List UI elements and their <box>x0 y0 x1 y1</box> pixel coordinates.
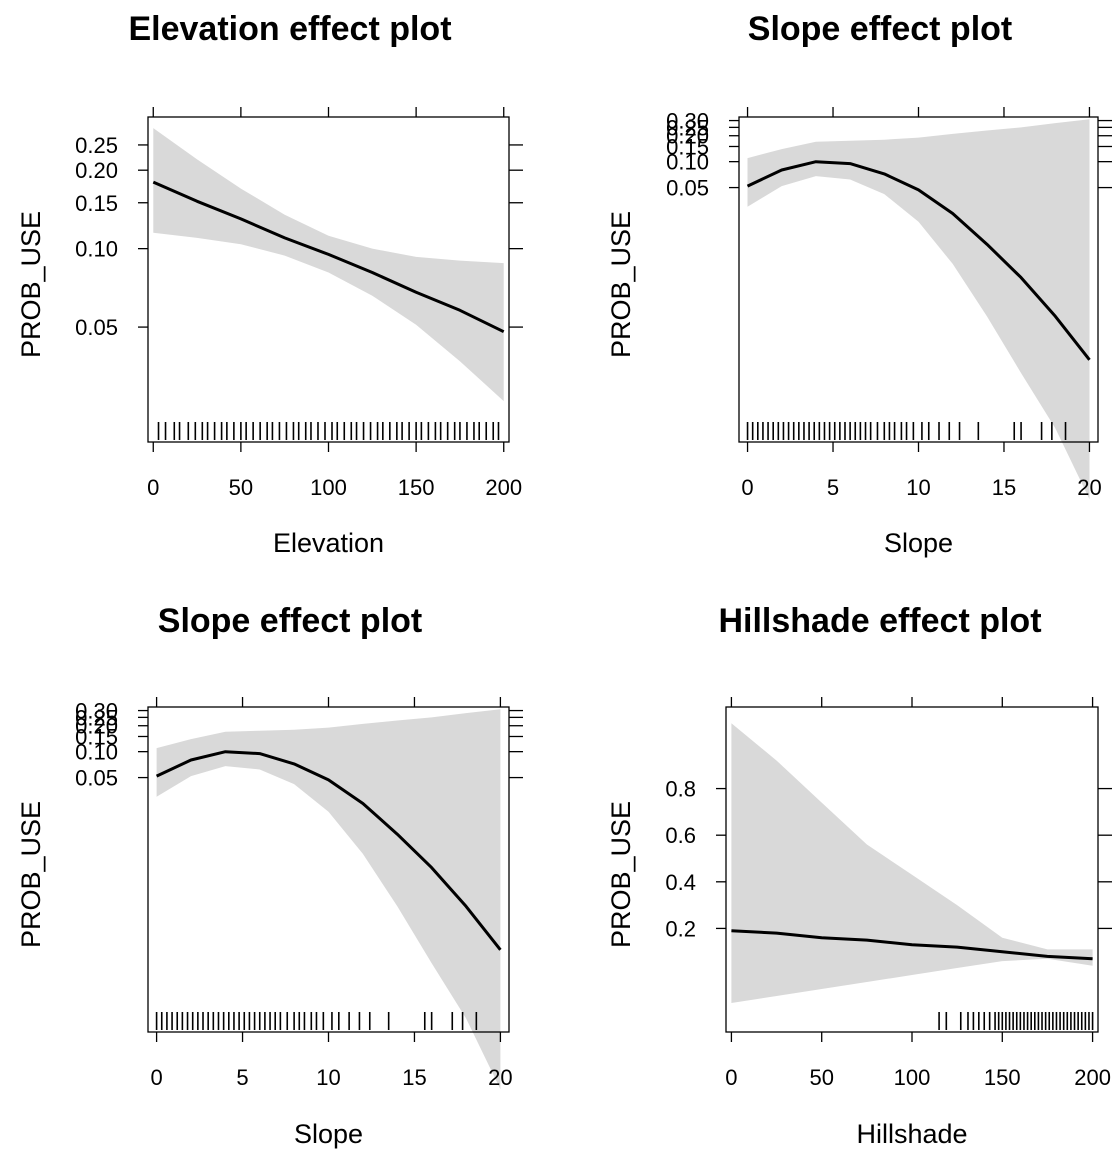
x-tick-label: 200 <box>1074 1065 1111 1090</box>
x-tick-label: 20 <box>1077 475 1101 500</box>
x-axis-label: Slope <box>884 528 953 558</box>
y-tick-label: 0.20 <box>75 158 118 183</box>
x-tick-label: 10 <box>906 475 930 500</box>
chart-title: Slope effect plot <box>748 10 1012 48</box>
y-tick-label: 0.30 <box>666 109 709 134</box>
x-tick-label: 150 <box>984 1065 1021 1090</box>
y-tick-label: 0.6 <box>665 823 696 848</box>
y-tick-label: 0.30 <box>75 699 118 724</box>
y-tick-label: 0.05 <box>75 766 118 791</box>
y-tick-label: 0.10 <box>75 237 118 262</box>
x-axis-label: Slope <box>294 1119 363 1149</box>
x-tick-label: 20 <box>488 1065 512 1090</box>
confidence-band <box>747 119 1090 500</box>
y-tick-label: 0.15 <box>666 134 709 159</box>
chart-panel-2: 0 5 10 15 20 0.050.100.150.200.250.30 Slope ef… <box>606 10 1112 558</box>
x-tick-label: 5 <box>827 475 839 500</box>
y-axis-label: PROB_USE <box>606 801 636 948</box>
x-tick-label: 5 <box>236 1065 248 1090</box>
chart-title: Hillshade effect plot <box>718 602 1041 640</box>
y-axis-label: PROB_USE <box>606 211 636 358</box>
confidence-band <box>153 128 504 402</box>
x-tick-label: 100 <box>894 1065 931 1090</box>
x-tick-label: 0 <box>150 1065 162 1090</box>
confidence-band <box>731 723 1093 1003</box>
x-tick-label: 0 <box>741 475 753 500</box>
fit-line <box>152 180 505 334</box>
chart-title: Elevation effect plot <box>128 10 451 48</box>
x-tick-label: 0 <box>147 475 159 500</box>
y-tick-label: 0.25 <box>75 705 118 730</box>
fit-line <box>155 750 502 951</box>
y-tick-label: 0.10 <box>75 740 118 765</box>
x-tick-label: 100 <box>310 475 347 500</box>
y-tick-label: 0.25 <box>666 115 709 140</box>
x-tick-label: 0 <box>725 1065 737 1090</box>
y-tick-label: 0.2 <box>665 916 696 941</box>
chart-panel-3: 0 5 10 15 20 0.050.100.150.200.250.30 Slope ef… <box>16 602 523 1149</box>
x-tick-label: 200 <box>485 475 522 500</box>
y-axis-label: PROB_USE <box>16 211 46 358</box>
x-axis-label: Hillshade <box>856 1119 967 1149</box>
y-tick-label: 0.10 <box>666 150 709 175</box>
y-tick-label: 0.05 <box>75 315 118 340</box>
y-tick-label: 0.20 <box>666 124 709 149</box>
confidence-band <box>156 709 501 1090</box>
fit-line <box>746 160 1091 361</box>
x-axis-label: Elevation <box>273 528 384 558</box>
x-tick-label: 15 <box>402 1065 426 1090</box>
y-tick-label: 0.20 <box>75 714 118 739</box>
y-tick-label: 0.15 <box>75 191 118 216</box>
chart-panel-1: 0 50 100 150 200 0.05 0.10 0.15 0.200.25 Elevatio… <box>16 10 523 558</box>
y-tick-label: 0.4 <box>665 870 696 895</box>
y-tick-label: 0.25 <box>75 133 118 158</box>
y-tick-label: 0.05 <box>666 176 709 201</box>
fit-line <box>731 929 1093 961</box>
x-tick-label: 150 <box>398 475 435 500</box>
y-tick-label: 0.15 <box>75 724 118 749</box>
y-axis-label: PROB_USE <box>16 801 46 948</box>
x-tick-label: 10 <box>316 1065 340 1090</box>
x-tick-label: 50 <box>229 475 253 500</box>
x-tick-label: 15 <box>992 475 1016 500</box>
y-tick-label: 0.8 <box>665 777 696 802</box>
x-tick-label: 50 <box>809 1065 833 1090</box>
chart-title: Slope effect plot <box>158 602 422 640</box>
chart-panel-4: 0 50 100 150 200 0.2 0.4 0.6 0.8 Hillshade effect… <box>606 602 1112 1149</box>
